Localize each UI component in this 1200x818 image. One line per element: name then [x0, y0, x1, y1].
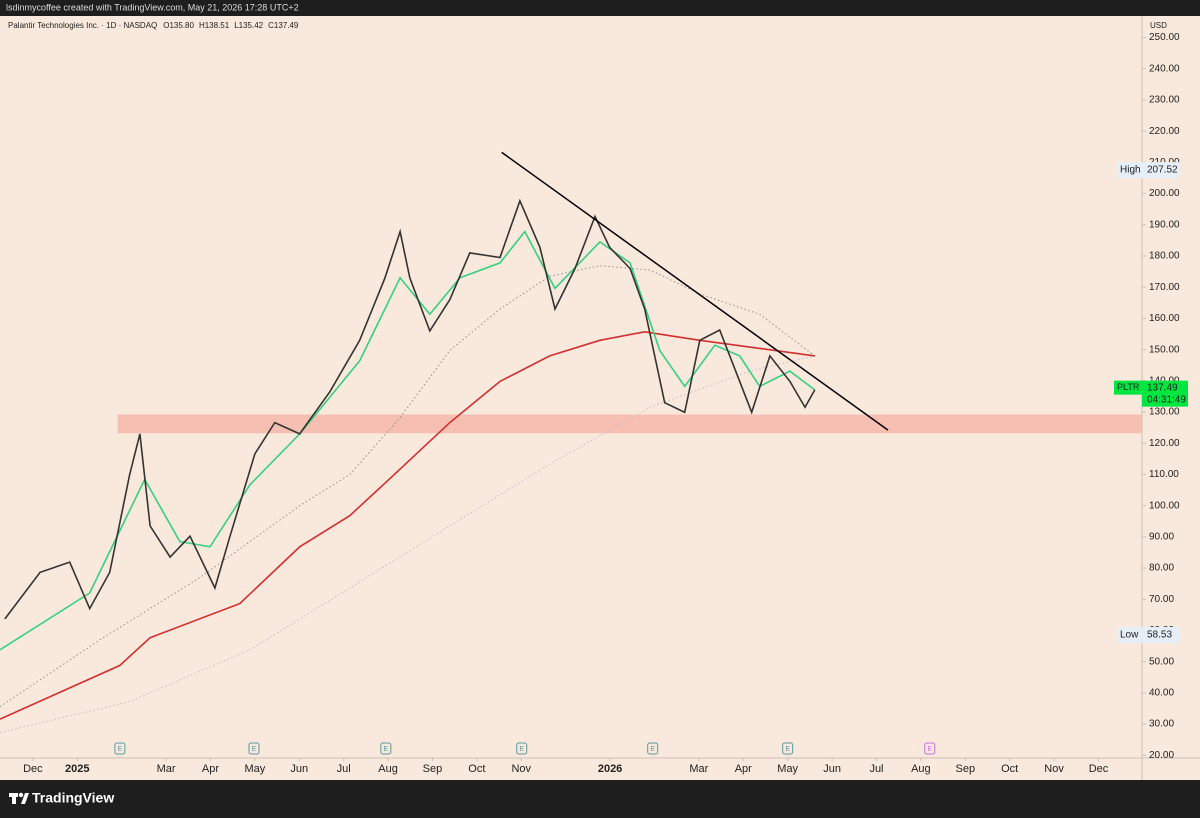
series-line: [0, 230, 816, 651]
earnings-marker: [248, 742, 260, 755]
earnings-marker: [647, 742, 659, 755]
plot-area: [0, 151, 1142, 733]
series-line: [0, 355, 815, 733]
low-value: 58.53: [1147, 630, 1172, 641]
high-badge: [1117, 162, 1179, 179]
earnings-marker: [380, 742, 392, 755]
y-tick-label: 120.00: [1149, 438, 1180, 449]
x-tick-label: Sep: [955, 763, 975, 775]
ohlc-value: H138.51: [199, 21, 230, 30]
x-tick-label: Jul: [869, 763, 883, 775]
ohlc-value: O135.80: [163, 21, 194, 30]
x-tick-label: Mar: [689, 763, 708, 775]
x-tick-label: Sep: [423, 763, 443, 775]
x-tick-label: Jun: [290, 763, 308, 775]
support-zone: [117, 414, 1142, 434]
x-tick-label: May: [244, 763, 265, 775]
x-tick-label: Nov: [1044, 763, 1064, 775]
y-tick-label: 40.00: [1149, 688, 1174, 699]
footer-logo: [9, 792, 29, 804]
series-line: [0, 330, 815, 720]
x-tick-label: May: [777, 763, 798, 775]
high-label: High: [1120, 165, 1141, 176]
y-tick-label: 110.00: [1149, 469, 1179, 480]
earnings-label: E: [519, 746, 524, 753]
y-tick-label: 230.00: [1149, 95, 1180, 106]
y-tick-label: 180.00: [1149, 251, 1180, 262]
earnings-label: E: [785, 746, 790, 753]
x-tick-label: Oct: [468, 763, 485, 775]
earnings-marker: [516, 742, 528, 755]
last-price: 137.49: [1147, 382, 1178, 393]
x-tick-label: Mar: [157, 763, 176, 775]
earnings-label: E: [118, 746, 123, 753]
y-tick-label: 70.00: [1149, 594, 1174, 605]
y-tick-label: 150.00: [1149, 344, 1180, 355]
currency: USD: [1150, 21, 1167, 30]
ohlc-value: C137.49: [268, 21, 299, 30]
price-badge: [1142, 380, 1188, 407]
y-tick-label: 130.00: [1149, 407, 1180, 418]
chart-background: [0, 16, 1200, 780]
x-tick-label: Dec: [1089, 763, 1109, 775]
high-value: 207.52: [1147, 165, 1178, 176]
earnings-marker: [114, 742, 126, 755]
y-tick-label: 160.00: [1149, 313, 1180, 324]
y-tick-label: 100.00: [1149, 500, 1180, 511]
trendline: [501, 151, 889, 431]
y-tick-label: 200.00: [1149, 188, 1180, 199]
y-tick-label: 220.00: [1149, 126, 1180, 137]
earnings-label: E: [252, 746, 257, 753]
symbol-badge: [1114, 380, 1142, 395]
x-tick-label: Nov: [511, 763, 531, 775]
y-tick-label: 170.00: [1149, 282, 1180, 293]
x-tick-label: Dec: [23, 763, 43, 775]
y-tick-label: 80.00: [1149, 563, 1174, 574]
symbol-label: PLTR: [1117, 382, 1140, 392]
x-tick-label: 2025: [65, 763, 89, 775]
ohlc-value: L135.42: [234, 21, 263, 30]
countdown: 04:31:49: [1147, 394, 1186, 405]
series-line: [4, 198, 816, 620]
low-label: Low: [1120, 630, 1139, 641]
earnings-marker: [782, 742, 794, 755]
low-badge: [1117, 627, 1179, 644]
brand: TradingView: [32, 790, 114, 806]
x-tick-label: Apr: [735, 763, 752, 775]
x-tick-label: 2026: [598, 763, 622, 775]
y-tick-label: 30.00: [1149, 719, 1174, 730]
watermark: lsdinmycoffee created with TradingView.c…: [6, 2, 299, 12]
y-tick-label: 190.00: [1149, 219, 1180, 230]
y-tick-label: 250.00: [1149, 32, 1180, 43]
y-tick-label: 50.00: [1149, 656, 1174, 667]
x-tick-label: Aug: [378, 763, 398, 775]
earnings-marker: [924, 742, 936, 755]
y-tick-label: 90.00: [1149, 532, 1174, 543]
earnings-label: E: [384, 746, 389, 753]
earnings-label: E: [927, 746, 932, 753]
x-tick-label: Apr: [202, 763, 219, 775]
earnings-label: E: [650, 746, 655, 753]
x-tick-label: Aug: [911, 763, 931, 775]
y-tick-label: 20.00: [1149, 750, 1174, 761]
x-tick-label: Oct: [1001, 763, 1018, 775]
x-tick-label: Jul: [337, 763, 351, 775]
x-tick-label: Jun: [823, 763, 841, 775]
chart-title: Palantir Technologies Inc. · 1D · NASDAQ: [8, 21, 157, 30]
y-tick-label: 240.00: [1149, 63, 1180, 74]
